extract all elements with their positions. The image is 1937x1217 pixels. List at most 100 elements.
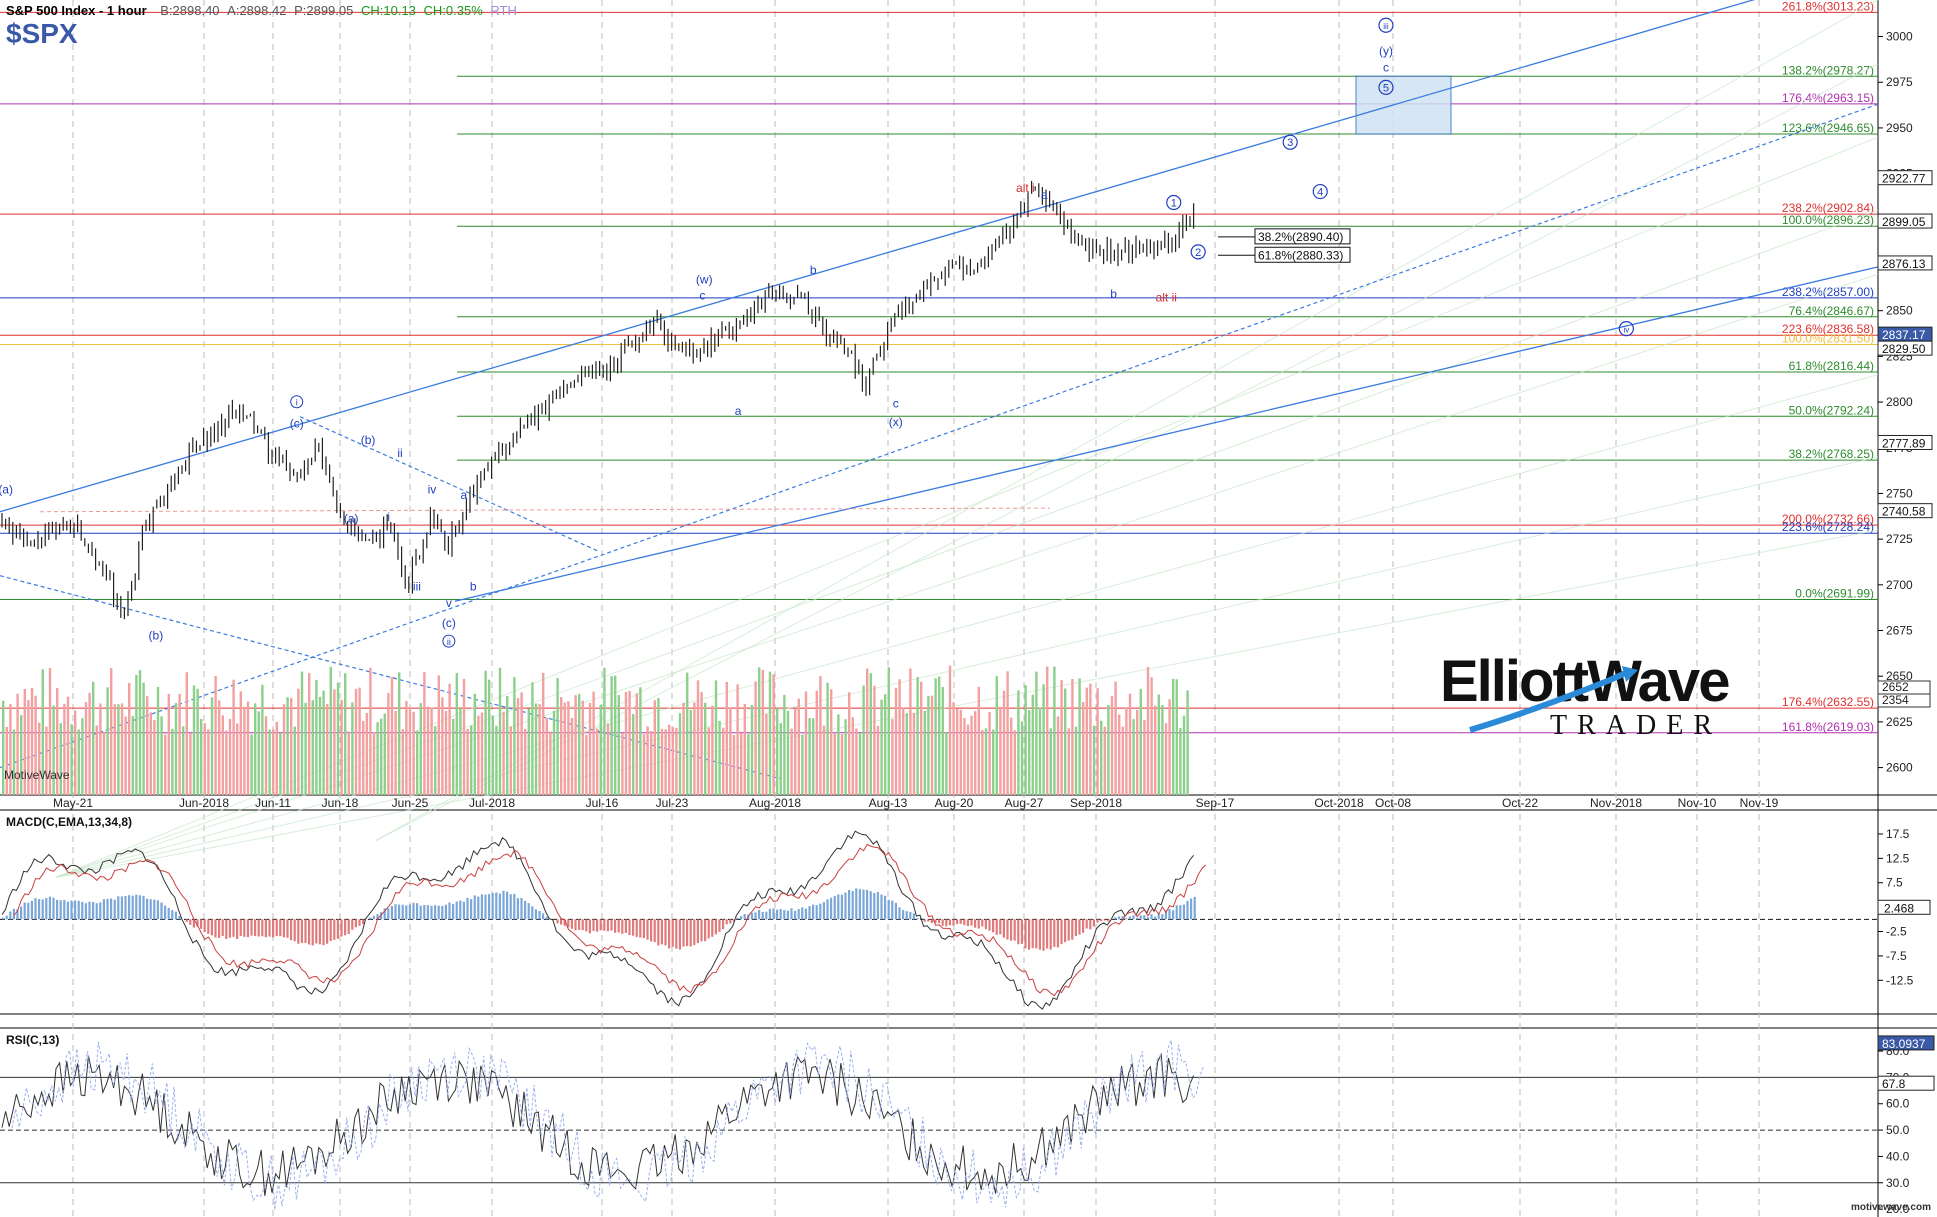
macd-histogram-bar [88, 901, 91, 920]
macd-histogram-bar [480, 894, 483, 920]
volume-bar [974, 711, 977, 795]
volume-bar [1017, 690, 1020, 795]
macd-histogram-bar [794, 910, 797, 920]
volume-bar [909, 668, 912, 795]
macd-histogram-bar [1017, 919, 1020, 945]
volume-bar [1121, 726, 1124, 795]
macd-histogram-bar [628, 919, 631, 936]
header: S&P 500 Index - 1 hour B:2898.40 A:2898.… [6, 3, 517, 18]
x-tick-label: Nov-19 [1740, 796, 1779, 810]
volume-bar [1042, 684, 1045, 795]
macd-histogram-bar [966, 919, 969, 927]
volume-bar [488, 679, 491, 795]
macd-y-tick-label: -2.5 [1886, 925, 1907, 939]
volume-bar [434, 726, 437, 795]
volume-value-box [1877, 693, 1931, 708]
volume-bar [632, 714, 635, 795]
macd-histogram-bar [45, 897, 48, 920]
volume-bar [459, 708, 462, 795]
wave-circle [1190, 244, 1206, 260]
volume-bar [696, 680, 700, 795]
volume-bar [1028, 710, 1031, 795]
x-tick-label: Oct-22 [1502, 796, 1538, 810]
trend-line-lower [454, 266, 1879, 602]
volume-bar [84, 702, 88, 795]
volume-bar [858, 732, 862, 795]
volume-bar [441, 697, 444, 795]
rsi-signal-line [11, 1040, 1205, 1211]
macd-histogram-bar [149, 899, 152, 920]
volume-bar [729, 707, 732, 795]
volume-bar [358, 687, 361, 795]
macd-histogram-bar [815, 905, 818, 920]
macd-histogram-bar [624, 919, 627, 933]
y-tick-label: 3000 [1886, 30, 1913, 44]
macd-histogram-bar [1128, 916, 1131, 920]
volume-bar [1168, 699, 1171, 795]
fib-level-label: 123.6%(2946.65) [1782, 121, 1874, 135]
macd-histogram-bar [16, 909, 19, 920]
volume-bar [369, 667, 372, 795]
volume-bar [1002, 690, 1006, 795]
y-tick-label: 2675 [1886, 624, 1913, 638]
macd-histogram-bar [171, 910, 174, 920]
wave-label: (c) [290, 417, 304, 431]
macd-histogram-bar [405, 905, 408, 920]
volume-bar [16, 693, 19, 795]
macd-histogram-bar [516, 898, 519, 920]
trend-line-dashed [299, 416, 601, 553]
macd-histogram-bar [743, 914, 746, 920]
volume-bar [758, 667, 761, 795]
macd-histogram-bar [970, 919, 973, 926]
macd-histogram-bar [653, 919, 656, 943]
trend-line-faint [39, 507, 1051, 513]
volume-bar [498, 667, 502, 795]
macd-histogram-bar [952, 919, 955, 926]
macd-histogram-bar [999, 919, 1002, 935]
wave-label: ii [447, 637, 451, 647]
volume-bar [167, 693, 170, 795]
volume-bar [560, 697, 563, 795]
wave-label: (a) [344, 512, 359, 526]
y-tick-label: 2725 [1886, 532, 1913, 546]
macd-histogram-bar [70, 900, 73, 920]
macd-histogram-bar [1175, 905, 1178, 920]
macd-histogram-bar [822, 902, 825, 920]
volume-bar [174, 703, 178, 795]
macd-histogram-bar [1154, 916, 1157, 920]
fib-level-label: 176.4%(2963.15) [1782, 91, 1874, 105]
volume-bar [808, 718, 811, 795]
macd-histogram-bar [927, 919, 930, 922]
volume-bar [171, 728, 174, 795]
volume-bar [693, 702, 696, 795]
macd-histogram-bar [610, 919, 613, 931]
volume-bar [423, 671, 426, 795]
macd-histogram-bar [77, 900, 80, 920]
macd-histogram-bar [909, 911, 912, 920]
macd-histogram-bar [203, 919, 206, 933]
wave-label: (b) [361, 433, 376, 447]
macd-histogram-bar [830, 897, 833, 920]
volume-bar [23, 688, 26, 795]
macd-histogram-bar [581, 919, 584, 931]
volume-bar [1078, 678, 1081, 795]
volume-bar [970, 715, 973, 795]
macd-histogram-bar [246, 919, 249, 938]
volume-bar [156, 686, 160, 795]
volume-bar [1107, 704, 1110, 795]
macd-histogram-bar [1064, 919, 1067, 943]
fib-level-label: 223.6%(2728.24) [1782, 520, 1874, 534]
macd-histogram-bar [1168, 909, 1171, 920]
volume-bar [293, 726, 296, 795]
rsi-title: RSI(C,13) [6, 1033, 59, 1047]
wave-circle [442, 634, 456, 648]
volume-bar [70, 724, 73, 795]
macd-histogram-bar [261, 919, 264, 937]
macd-histogram-bar [383, 908, 386, 920]
macd-histogram-bar [772, 908, 775, 920]
macd-histogram-bar [837, 894, 840, 920]
volume-bar [934, 678, 937, 795]
macd-histogram-bar [2, 917, 5, 920]
volume-bar [473, 693, 476, 795]
